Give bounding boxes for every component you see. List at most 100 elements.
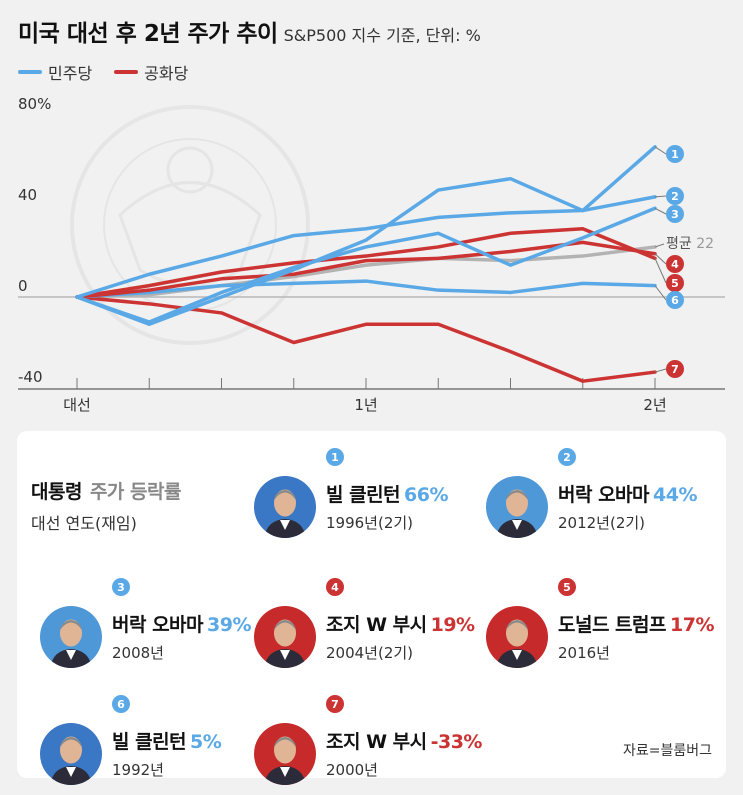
marker-leader-5: [654, 258, 667, 284]
end-marker-label-7: 7: [671, 363, 679, 376]
panel-title-sub: 주가 등락률: [89, 481, 182, 503]
y-tick-label: 40: [18, 186, 37, 204]
rank-badge: 2: [558, 448, 576, 466]
panel-subtitle: 대선 연도(재임): [31, 514, 137, 533]
legend-item-republican: 공화당: [114, 60, 188, 84]
legend-item-democrat: 민주당: [18, 60, 92, 84]
president-card-7: 7 조지 W 부시 -33% 2000년: [254, 695, 489, 791]
marker-leader-6: [654, 285, 667, 301]
chart-header: 미국 대선 후 2년 주가 추이 S&P500 지수 기준, 단위: %: [18, 14, 481, 48]
end-marker-label-3: 3: [671, 208, 679, 221]
panel-heading: 대통령 주가 등락률 대선 연도(재임): [31, 477, 181, 534]
president-name: 조지 W 부시 -33%: [326, 727, 482, 754]
president-name-text: 빌 클린턴: [326, 484, 401, 506]
rank-badge: 6: [112, 695, 130, 713]
president-name: 버락 오바마 39%: [112, 610, 251, 637]
end-marker-label-5: 5: [671, 277, 679, 290]
president-name: 버락 오바마 44%: [558, 480, 697, 507]
rank-badge: 4: [326, 578, 344, 596]
end-marker-1: [666, 145, 684, 163]
series-line-7: [75, 295, 657, 383]
y-tick-label: -40: [18, 368, 43, 386]
average-value: 22: [696, 236, 714, 252]
end-marker-label-2: 2: [671, 190, 679, 203]
series-line-6: [75, 279, 657, 299]
series-line-2: [75, 195, 657, 299]
president-name-text: 빌 클린턴: [112, 731, 187, 753]
panel-title-main: 대통령: [31, 481, 82, 503]
source-note: 자료=블룸버그: [622, 743, 712, 759]
obama-avatar-icon: [40, 606, 102, 668]
chart-title: 미국 대선 후 2년 주가 추이: [18, 21, 278, 47]
president-name-text: 버락 오바마: [112, 614, 204, 636]
president-name: 빌 클린턴 5%: [112, 727, 222, 754]
rank-badge: 7: [326, 695, 344, 713]
end-markers-layer: 1 2 3 4 5 6 7 평균 22: [654, 145, 714, 378]
end-marker-label-1: 1: [671, 148, 679, 161]
x-tick-label: 대선: [63, 396, 91, 414]
bush-avatar-icon: [254, 606, 316, 668]
obama-avatar-icon: [486, 476, 548, 538]
end-marker-7: [666, 360, 684, 378]
presidential-seal-watermark: [70, 105, 310, 345]
end-marker-5: [666, 274, 684, 292]
chart-legend: 민주당 공화당: [18, 60, 188, 84]
president-name-text: 조지 W 부시: [326, 614, 427, 636]
president-card-4: 4 조지 W 부시 19% 2004년(2기): [254, 578, 489, 674]
president-card-1: 1 빌 클린턴 66% 1996년(2기): [254, 448, 489, 544]
clinton-avatar-icon: [254, 476, 316, 538]
stock-change-value: 5%: [190, 731, 222, 753]
y-tick-label: 0: [18, 277, 28, 295]
stock-change-value: 19%: [430, 614, 475, 636]
marker-leader-1: [654, 146, 667, 155]
average-label: 평균 22: [666, 236, 714, 252]
end-marker-6: [666, 291, 684, 309]
end-marker-label-6: 6: [671, 294, 679, 307]
president-name: 도널드 트럼프 17%: [558, 610, 714, 637]
election-year: 1996년(2기): [326, 514, 414, 532]
stock-change-value: 39%: [207, 614, 251, 636]
rank-badge: 1: [326, 448, 344, 466]
x-tick-label: 1년: [354, 396, 377, 414]
election-year: 1992년: [112, 761, 164, 779]
election-year: 2004년(2기): [326, 644, 414, 662]
end-marker-label-4: 4: [671, 258, 679, 271]
chart-axes: 대선 1년 2년 80% 40 0 -40: [18, 95, 725, 414]
end-marker-3: [666, 205, 684, 223]
end-marker-2: [666, 187, 684, 205]
series-layer: [75, 145, 657, 383]
stock-change-value: 44%: [653, 484, 697, 506]
president-name-text: 조지 W 부시: [326, 731, 427, 753]
marker-leader-3: [654, 207, 667, 215]
legend-label-democrat: 민주당: [48, 64, 93, 83]
marker-leader-7: [654, 368, 667, 373]
bush-avatar-icon: [254, 723, 316, 785]
y-tick-label: 80%: [18, 95, 51, 113]
series-line-3: [75, 206, 657, 324]
series-line-5: [75, 227, 657, 299]
president-name-text: 버락 오바마: [558, 484, 650, 506]
average-leader: [654, 243, 665, 248]
stock-change-value: -33%: [430, 731, 483, 753]
trump-avatar-icon: [486, 606, 548, 668]
election-year: 2012년(2기): [558, 514, 646, 532]
series-line-1: [75, 145, 657, 327]
president-card-2: 2 버락 오바마 44% 2012년(2기): [486, 448, 721, 544]
president-card-5: 5 도널드 트럼프 17% 2016년: [486, 578, 721, 674]
president-card-6: 6 빌 클린턴 5% 1992년: [40, 695, 275, 791]
president-card-3: 3 버락 오바마 39% 2008년: [40, 578, 275, 674]
president-name: 조지 W 부시 19%: [326, 610, 475, 637]
election-year: 2008년: [112, 644, 164, 662]
rank-badge: 5: [558, 578, 576, 596]
marker-leader-2: [654, 195, 667, 198]
stock-change-value: 66%: [404, 484, 449, 506]
legend-swatch-democrat: [18, 70, 42, 74]
president-name: 빌 클린턴 66%: [326, 480, 449, 507]
line-chart: 대선 1년 2년 80% 40 0 -40 1 2 3 4 5 6 7 평균 22: [18, 95, 725, 414]
election-year: 2016년: [558, 644, 610, 662]
election-year: 2000년: [326, 761, 378, 779]
marker-leader-4: [654, 253, 667, 265]
clinton-avatar-icon: [40, 723, 102, 785]
legend-label-republican: 공화당: [144, 64, 189, 83]
